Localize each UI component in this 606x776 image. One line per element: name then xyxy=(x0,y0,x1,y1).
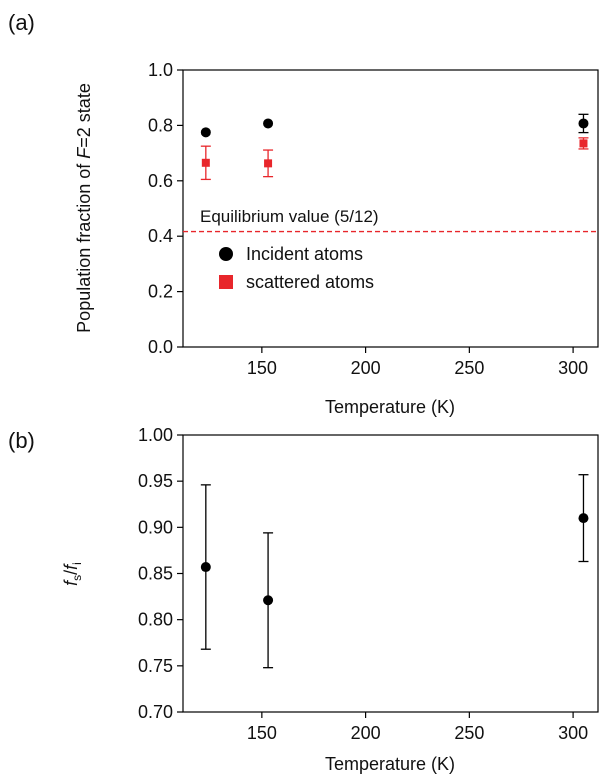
panel-b-ytick-label-0.70: 0.70 xyxy=(138,702,173,722)
panel-b-marks xyxy=(200,474,589,669)
panel-b-xtick-label-250: 250 xyxy=(454,723,484,743)
panel-a-legend: Incident atoms scattered atoms xyxy=(219,244,374,292)
panel-b-plot-frame xyxy=(182,434,599,713)
panel-a-s1-point-1 xyxy=(264,159,273,168)
panel-b-ticks: 150 200 250 300 0.70 0.75 0.80 0.85 0.90 0.95 1.00 xyxy=(138,425,588,743)
panel-b-ytick-label-0.90: 0.90 xyxy=(138,517,173,537)
panel-b-s0-point-1 xyxy=(263,595,274,606)
panel-b-ytick-label-1.00: 1.00 xyxy=(138,425,173,445)
panel-b-ylabel-sub-s: s xyxy=(70,575,84,581)
panel-b-ylabel-f2: f xyxy=(61,563,81,570)
panel-a-ylabel-pre: Population fraction of xyxy=(74,159,94,333)
legend-incident-label: Incident atoms xyxy=(246,244,363,264)
panel-a-xtick-label-150: 150 xyxy=(247,358,277,378)
panel-b-xtick-label-150: 150 xyxy=(247,723,277,743)
panel-b-s0-point-0 xyxy=(200,562,211,573)
panel-b-xtick-label-200: 200 xyxy=(351,723,381,743)
panel-b-ytick-label-0.75: 0.75 xyxy=(138,656,173,676)
panel-b-ylabel-sub-i: i xyxy=(70,562,84,565)
panel-a-xtick-label-250: 250 xyxy=(454,358,484,378)
panel-a-xtick-label-200: 200 xyxy=(351,358,381,378)
panel-a: (a) 150 200 250 300 0.0 0.2 0.4 0.6 0.8 1.0 Equil… xyxy=(8,10,599,417)
panel-a-s0-point-1 xyxy=(263,118,274,129)
equilibrium-label: Equilibrium value (5/12) xyxy=(200,207,379,226)
panel-a-ytick-label-0.8: 0.8 xyxy=(148,115,173,135)
legend-scattered-marker xyxy=(219,275,233,289)
panel-a-s1-point-2 xyxy=(579,139,588,148)
panel-a-ytick-label-1.0: 1.0 xyxy=(148,60,173,80)
panel-a-ticks: 150 200 250 300 0.0 0.2 0.4 0.6 0.8 1.0 xyxy=(148,60,588,378)
panel-a-plot-frame xyxy=(182,69,599,348)
panel-b-ylabel-slash: / xyxy=(61,570,81,575)
legend-incident-marker xyxy=(219,247,233,261)
panel-a-ytick-label-0.2: 0.2 xyxy=(148,282,173,302)
panel-b-ylabel: fs/fi xyxy=(61,562,84,586)
panel-a-marks xyxy=(200,113,589,181)
panel-b-ylabel-f1: f xyxy=(61,579,81,586)
panel-a-xlabel: Temperature (K) xyxy=(325,397,455,417)
panel-b: (b) 150 200 250 300 0.70 0.75 0.80 0.85 0.90 0.95… xyxy=(8,425,599,774)
panel-a-s0-point-2 xyxy=(578,118,589,129)
panel-a-xtick-label-300: 300 xyxy=(558,358,588,378)
panel-a-ylabel-var: F xyxy=(74,147,94,159)
panel-a-ylabel: Population fraction of F=2 state xyxy=(74,83,94,333)
panel-a-label: (a) xyxy=(8,10,35,35)
panel-b-ytick-label-0.80: 0.80 xyxy=(138,610,173,630)
panel-b-ytick-label-0.95: 0.95 xyxy=(138,471,173,491)
panel-a-s1-point-0 xyxy=(201,158,210,167)
panel-a-ytick-label-0.4: 0.4 xyxy=(148,226,173,246)
panel-b-label: (b) xyxy=(8,428,35,453)
panel-a-ytick-label-0.6: 0.6 xyxy=(148,171,173,191)
panel-b-ytick-label-0.85: 0.85 xyxy=(138,564,173,584)
panel-a-reference: Equilibrium value (5/12) xyxy=(183,207,598,233)
panel-a-ylabel-post: =2 state xyxy=(74,83,94,148)
panel-a-s0-point-0 xyxy=(200,127,211,138)
panel-b-xtick-label-300: 300 xyxy=(558,723,588,743)
panel-b-xlabel: Temperature (K) xyxy=(325,754,455,774)
panel-b-s0-point-2 xyxy=(578,513,589,524)
panel-a-ytick-label-0.0: 0.0 xyxy=(148,337,173,357)
legend-scattered-label: scattered atoms xyxy=(246,272,374,292)
